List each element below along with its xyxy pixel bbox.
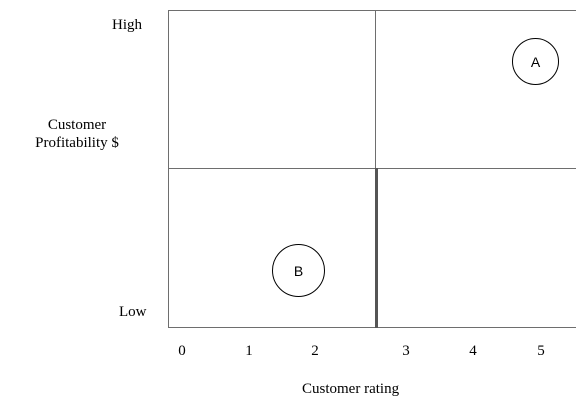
x-tick-2: 2 [311,343,319,359]
grid-vertical-divider-upper [375,10,376,169]
x-tick-3: 3 [402,343,410,359]
point-a-label: A [530,53,541,70]
grid-horizontal-divider [168,168,576,169]
x-tick-0: 0 [178,343,186,359]
y-axis-high-label: High [112,17,142,33]
y-axis-title: Customer Profitability $ [2,116,152,152]
x-tick-5: 5 [537,343,545,359]
y-axis-low-label: Low [119,304,147,320]
point-b-label: B [293,262,304,279]
point-b-marker: B [272,244,325,297]
point-a-marker: A [512,38,559,85]
x-tick-4: 4 [469,343,477,359]
grid-bottom-border [168,327,576,328]
grid-left-border [168,10,169,328]
x-axis-title: Customer rating [302,381,400,397]
x-tick-1: 1 [245,343,253,359]
y-axis-title-line-2: Profitability $ [35,135,119,151]
grid-top-border [168,10,576,11]
y-axis-title-line-1: Customer [47,117,107,133]
grid-vertical-divider-lower [375,168,378,328]
